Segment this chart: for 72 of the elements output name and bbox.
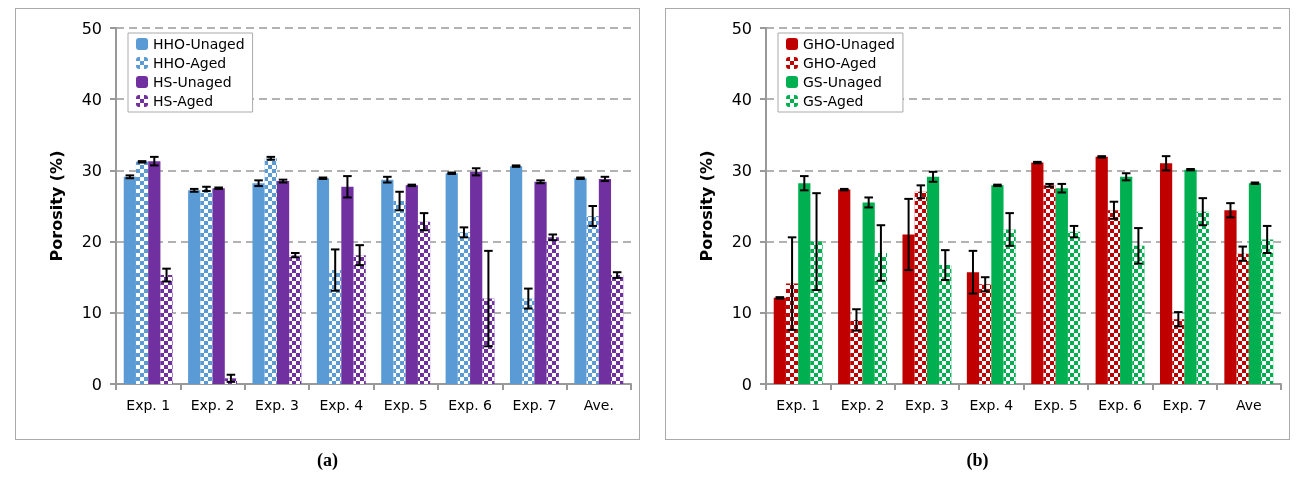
x-tick-label: Exp. 6 — [448, 397, 493, 413]
bar — [276, 181, 290, 384]
bar — [1095, 156, 1108, 384]
legend-label: GS-Unaged — [803, 74, 882, 90]
bar — [148, 161, 161, 384]
y-tick-label: 10 — [81, 303, 102, 323]
text: (a) — [316, 450, 339, 471]
y-tick-label: 40 — [731, 89, 752, 109]
bar — [381, 179, 394, 384]
y-tick-label: 20 — [731, 232, 752, 252]
bar — [252, 183, 265, 384]
bar — [838, 189, 851, 384]
bar — [212, 188, 225, 384]
x-tick-label: Exp. 1 — [776, 397, 821, 413]
legend-label: HS-Aged — [153, 93, 214, 109]
y-axis-title: Porosity (%) — [696, 150, 716, 262]
y-axis-title: Porosity (%) — [46, 150, 66, 262]
bar — [991, 185, 1004, 384]
x-tick-label: Ave — [1235, 397, 1262, 413]
x-tick-label: Exp. 2 — [840, 397, 885, 413]
bar — [341, 186, 354, 384]
bar — [534, 181, 547, 384]
y-tick-label: 0 — [741, 374, 752, 394]
y-tick-label: 10 — [731, 303, 752, 323]
bar — [1184, 169, 1197, 384]
x-tick-label: Exp. 4 — [969, 397, 1014, 413]
bar — [509, 166, 523, 384]
bar — [773, 297, 786, 384]
bar — [1055, 188, 1068, 384]
x-tick-label: Exp. 1 — [126, 397, 171, 413]
x-tick-label: Ave. — [583, 397, 614, 413]
x-tick-label: Exp. 5 — [383, 397, 428, 413]
bar — [902, 234, 915, 384]
bar — [574, 178, 587, 384]
bar — [862, 202, 875, 384]
x-tick-label: Exp. 3 — [255, 397, 299, 413]
legend-label: GS-Aged — [803, 93, 864, 109]
y-tick-label: 0 — [91, 374, 102, 394]
legend-label: GHO-Aged — [803, 55, 877, 71]
bar — [470, 171, 483, 384]
bar — [1031, 162, 1044, 384]
x-tick-label: Exp. 4 — [319, 397, 364, 413]
x-tick-label: Exp. 5 — [1033, 397, 1078, 413]
bar — [316, 178, 330, 384]
x-tick-label: Exp. 3 — [905, 397, 949, 413]
legend-label: GHO-Unaged — [803, 36, 895, 52]
bar — [405, 185, 418, 384]
legend-label: HS-Unaged — [153, 74, 232, 90]
bar — [445, 173, 458, 384]
x-tick-label: Exp. 6 — [1098, 397, 1143, 413]
bar — [123, 176, 136, 384]
y-tick-label: 30 — [81, 160, 102, 180]
x-tick-label: Exp. 7 — [1162, 397, 1207, 413]
y-tick-label: 30 — [731, 160, 752, 180]
bar — [926, 176, 940, 384]
bar — [188, 190, 201, 384]
bar — [798, 183, 811, 384]
x-tick-label: Exp. 7 — [512, 397, 557, 413]
bar — [1224, 210, 1237, 384]
legend-label: HHO-Unaged — [153, 36, 245, 52]
text: (b) — [965, 450, 990, 471]
bar — [1248, 183, 1262, 384]
bar — [966, 272, 980, 384]
legend-label: HHO-Aged — [153, 55, 227, 71]
bar — [1120, 176, 1133, 384]
y-tick-label: 20 — [81, 232, 102, 252]
bar — [598, 178, 612, 384]
y-tick-label: 50 — [81, 18, 102, 38]
y-tick-label: 40 — [81, 89, 102, 109]
y-tick-label: 50 — [731, 18, 752, 38]
bar — [1159, 163, 1173, 384]
x-tick-label: Exp. 2 — [190, 397, 235, 413]
